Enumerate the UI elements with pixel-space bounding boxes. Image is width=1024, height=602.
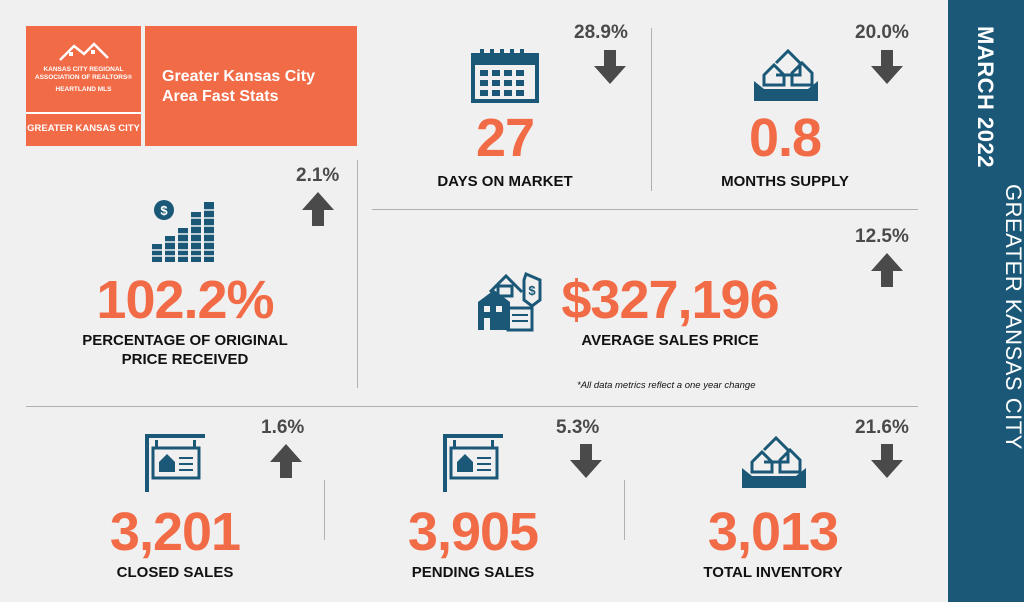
sidebar-region: GREATER KANSAS CITY xyxy=(1001,184,1024,450)
sidebar: MARCH 2022 GREATER KANSAS CITY xyxy=(948,0,1024,602)
dom-change: 28.9% xyxy=(574,22,628,43)
ps-change: 5.3% xyxy=(556,417,600,438)
footnote: *All data metrics reflect a one year cha… xyxy=(577,380,756,391)
org-name-line3: HEARTLAND MLS xyxy=(55,86,112,93)
logo-divider xyxy=(26,112,141,114)
pct-label-line1: PERCENTAGE OF ORIGINAL xyxy=(82,332,288,349)
pct-change: 2.1% xyxy=(296,165,340,186)
ms-change: 20.0% xyxy=(855,22,909,43)
dom-value: 27 xyxy=(475,108,535,168)
arrow-up-icon xyxy=(871,253,903,287)
ps-label: PENDING SALES xyxy=(411,564,535,581)
divider-h-upper xyxy=(372,209,918,210)
divider-v-bottom2 xyxy=(624,480,625,540)
houses-box-icon xyxy=(754,48,818,101)
cs-value: 3,201 xyxy=(109,502,241,562)
logo-block: KANSAS CITY REGIONAL ASSOCIATION OF REAL… xyxy=(26,26,141,146)
header-title-line2: Area Fast Stats xyxy=(162,88,279,105)
sidebar-date: MARCH 2022 xyxy=(973,26,998,168)
svg-text:$: $ xyxy=(160,203,168,218)
arrow-down-icon xyxy=(871,50,903,84)
divider-h-lower xyxy=(26,406,918,407)
cs-change: 1.6% xyxy=(261,417,305,438)
asp-value: $327,196 xyxy=(561,270,779,330)
asp-change: 12.5% xyxy=(855,226,909,247)
coins-stack-icon: $ xyxy=(152,200,214,262)
ms-value: 0.8 xyxy=(748,108,822,168)
cs-label: CLOSED SALES xyxy=(116,564,234,581)
divider-v-dom xyxy=(651,28,652,191)
ti-label: TOTAL INVENTORY xyxy=(703,564,843,581)
org-name-line1: KANSAS CITY REGIONAL xyxy=(43,66,124,73)
house-logo-icon xyxy=(59,42,109,61)
arrow-down-icon xyxy=(570,444,602,478)
arrow-down-icon xyxy=(871,444,903,478)
logo-region: GREATER KANSAS CITY xyxy=(27,123,140,134)
divider-v-bottom1 xyxy=(324,480,325,540)
asp-label: AVERAGE SALES PRICE xyxy=(581,332,759,349)
dom-label: DAYS ON MARKET xyxy=(437,173,573,190)
house-price-tag-icon: $ xyxy=(478,271,542,332)
ps-value: 3,905 xyxy=(407,502,539,562)
divider-v-left xyxy=(357,160,358,388)
header-title-line1: Greater Kansas City xyxy=(162,68,315,85)
ms-label: MONTHS SUPPLY xyxy=(721,173,849,190)
arrow-up-icon xyxy=(302,192,334,226)
arrow-up-icon xyxy=(270,444,302,478)
sold-sign-icon xyxy=(145,434,205,492)
pct-value: 102.2% xyxy=(96,270,274,330)
ti-change: 21.6% xyxy=(855,417,909,438)
pct-label-line2: PRICE RECEIVED xyxy=(121,351,249,368)
houses-box-icon xyxy=(742,435,806,488)
org-name-line2: ASSOCIATION OF REALTORS® xyxy=(34,74,133,81)
svg-text:$: $ xyxy=(528,283,536,298)
header-title-block: Greater Kansas City Area Fast Stats xyxy=(145,26,357,146)
calendar-icon xyxy=(471,49,539,103)
sale-sign-icon xyxy=(443,434,503,492)
ti-value: 3,013 xyxy=(707,502,839,562)
arrow-down-icon xyxy=(594,50,626,84)
